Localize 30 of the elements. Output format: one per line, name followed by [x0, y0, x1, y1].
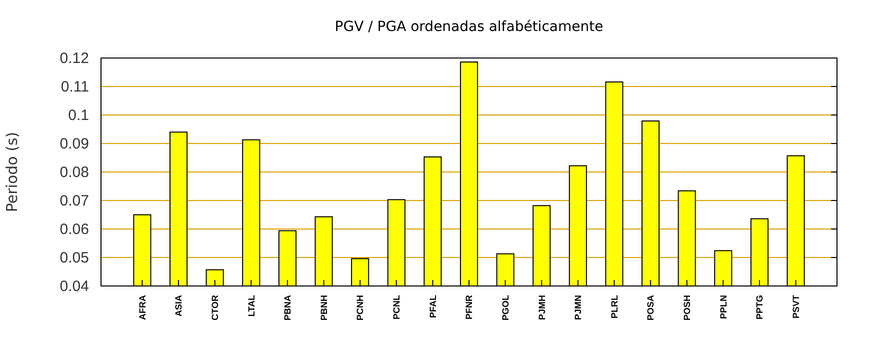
x-tick-label: POSA	[646, 294, 656, 321]
x-tick-label: PJMH	[536, 295, 547, 320]
x-tick-label: PCNL	[392, 294, 402, 320]
x-tick-label: ASIA	[174, 294, 184, 317]
y-tick-label: 0.12	[60, 50, 89, 67]
x-tick-label: CTOR	[210, 294, 220, 320]
x-tick-label: PPLN	[718, 295, 728, 320]
x-tick-label: POSH	[682, 295, 692, 321]
y-tick-label: 0.09	[60, 135, 89, 152]
chart-title: PGV / PGA ordenadas alfabéticamente	[334, 19, 604, 35]
x-tick-label: AFRA	[137, 294, 148, 320]
y-axis-title: Periodo (s)	[3, 132, 21, 212]
y-tick-label: 0.11	[60, 78, 89, 96]
x-tick-label: PLRL	[609, 294, 620, 318]
x-tick-label: LTAL	[246, 294, 256, 317]
y-tick-label: 0.07	[60, 192, 89, 210]
y-tick-label: 0.08	[60, 164, 89, 181]
x-tick-label: PBNH	[318, 295, 329, 321]
x-tick-label: PJMN	[573, 295, 584, 320]
x-tick-label: PBNA	[282, 294, 293, 321]
y-tick-label: 0.05	[60, 249, 89, 266]
x-tick-label: PSVT	[790, 294, 801, 319]
x-tick-label: PPTG	[754, 295, 765, 320]
y-tick-label: 0.06	[60, 220, 89, 238]
y-tick-label: 0.04	[60, 278, 89, 295]
x-tick-label: PCNH	[355, 295, 366, 321]
x-tick-label: PGOL	[500, 294, 510, 321]
x-tick-label: PFNR	[464, 294, 474, 320]
y-tick-label: 0.1	[68, 106, 89, 124]
x-tick-label: PFAL	[428, 294, 438, 318]
